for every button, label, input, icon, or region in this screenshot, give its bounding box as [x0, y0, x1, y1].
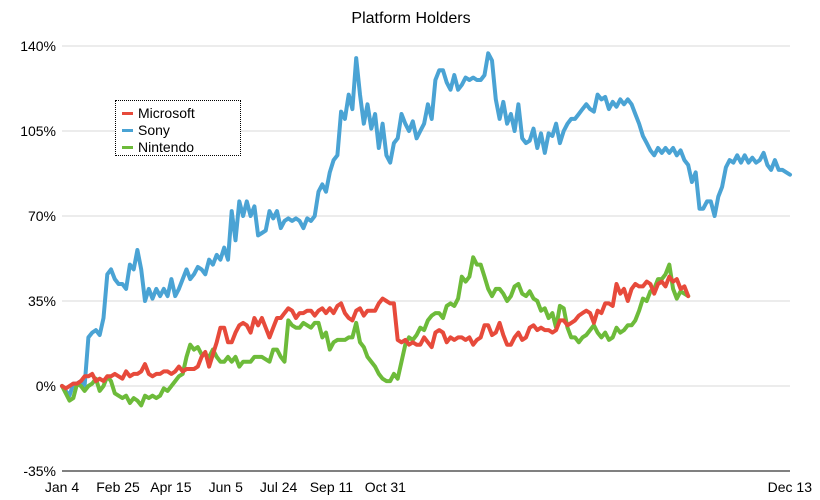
x-tick-label: Apr 15: [150, 479, 191, 495]
x-tick-label: Jun 5: [209, 479, 243, 495]
legend-item-nintendo: Nintendo: [122, 138, 195, 156]
y-tick-label: 105%: [20, 123, 56, 139]
series-line-sony: [60, 51, 792, 398]
y-tick-label: 70%: [28, 208, 56, 224]
chart-title: Platform Holders: [351, 10, 470, 27]
legend-item-sony: Sony: [122, 121, 170, 139]
legend-item-microsoft: Microsoft: [122, 104, 195, 122]
legend-swatch-nintendo: [122, 146, 133, 149]
x-tick-label: Oct 31: [365, 479, 406, 495]
x-tick-label: Jul 24: [260, 479, 298, 495]
y-tick-label: 0%: [36, 378, 56, 394]
series-layer: [60, 51, 792, 408]
y-tick-label: -35%: [23, 463, 56, 479]
y-tick-label: 35%: [28, 293, 56, 309]
x-tick-label: Feb 25: [96, 479, 140, 495]
legend-swatch-sony: [122, 129, 133, 132]
legend-label-sony: Sony: [138, 122, 170, 138]
y-axis-ticks: 140% 105% 70% 35% 0% -35%: [20, 38, 56, 479]
y-tick-label: 140%: [20, 38, 56, 54]
x-axis-ticks: Jan 4 Feb 25 Apr 15 Jun 5 Jul 24 Sep 11 Oct 31…: [45, 479, 812, 495]
x-tick-label: Sep 11: [310, 479, 354, 495]
legend-label-nintendo: Nintendo: [138, 139, 195, 155]
legend-label-microsoft: Microsoft: [138, 105, 195, 121]
x-tick-label: Jan 4: [45, 479, 79, 495]
series-line-nintendo: [60, 255, 691, 408]
series-line-microsoft: [60, 274, 691, 391]
legend-swatch-microsoft: [122, 112, 133, 115]
x-tick-label: Dec 13: [768, 479, 813, 495]
legend: Microsoft Sony Nintendo: [115, 100, 241, 156]
